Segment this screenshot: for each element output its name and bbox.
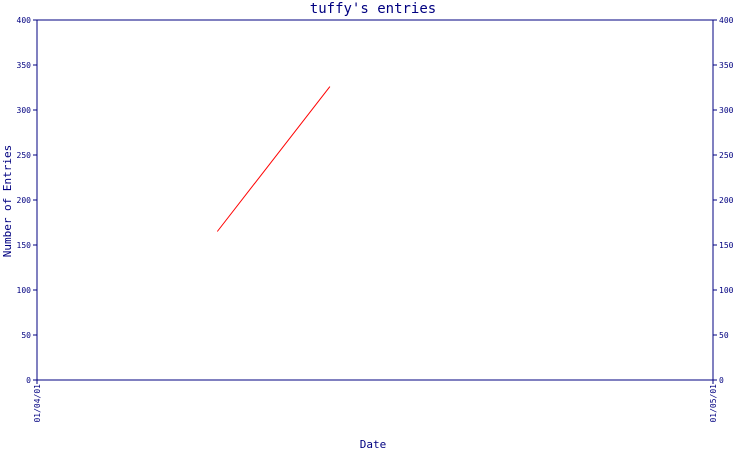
x-axis: 01/04/01 01/05/01 <box>33 380 718 423</box>
y-tick-label-right: 200 <box>719 196 734 205</box>
y-tick-label: 50 <box>21 331 31 340</box>
plot-frame <box>36 19 714 381</box>
y-tick-label-right: 50 <box>719 331 729 340</box>
y-tick-label: 350 <box>17 61 32 70</box>
series-layer <box>216 86 331 232</box>
series-line <box>216 86 331 232</box>
left-y-axis: 0 50 100 150 200 250 300 350 400 <box>17 16 37 385</box>
y-tick-label-right: 300 <box>719 106 734 115</box>
y-tick-label-right: 400 <box>719 16 734 25</box>
y-tick-label: 400 <box>17 16 32 25</box>
y-tick-label-right: 350 <box>719 61 734 70</box>
x-axis-label: Date <box>360 438 387 450</box>
y-tick-label: 150 <box>17 241 32 250</box>
x-tick-label: 01/05/01 <box>709 384 718 423</box>
y-tick-label-right: 0 <box>719 376 724 385</box>
y-tick-label-right: 250 <box>719 151 734 160</box>
y-tick-label: 0 <box>26 376 31 385</box>
y-tick-label: 250 <box>17 151 32 160</box>
y-tick-label: 200 <box>17 196 32 205</box>
y-tick-label-right: 150 <box>719 241 734 250</box>
y-axis-label: Number of Entries <box>1 145 14 258</box>
y-tick-label-right: 100 <box>719 286 734 295</box>
y-tick-label: 300 <box>17 106 32 115</box>
chart-title: tuffy's entries <box>310 1 436 17</box>
x-tick-label: 01/04/01 <box>33 384 42 423</box>
y-tick-label: 100 <box>17 286 32 295</box>
right-y-axis: 0 50 100 150 200 250 300 350 400 <box>713 16 734 385</box>
